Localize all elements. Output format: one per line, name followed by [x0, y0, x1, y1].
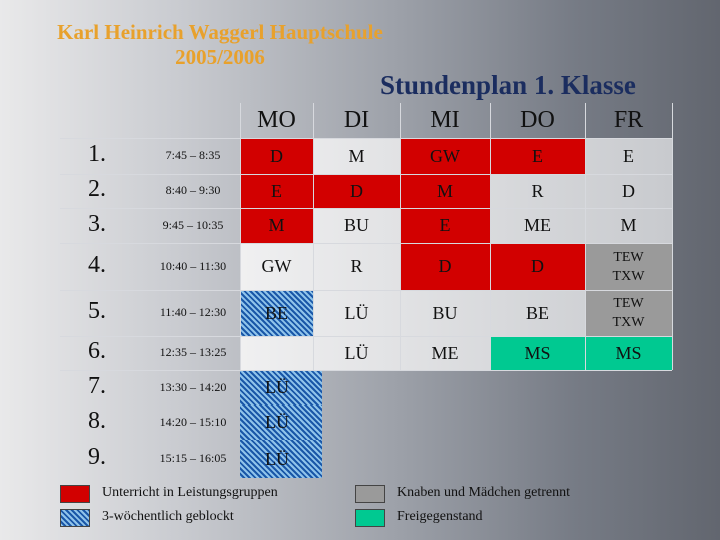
timetable-cell: E: [623, 146, 634, 166]
timetable-cell: D: [622, 181, 635, 201]
grid-divider: [240, 103, 241, 370]
timetable-cell: MS: [585, 336, 672, 370]
lesson-time: 14:20 – 15:10: [159, 414, 227, 429]
legend-optional-text: Freigegenstand: [397, 509, 483, 524]
lesson-time: 9:45 – 10:35: [162, 217, 224, 232]
timetable-cell: R: [350, 256, 363, 276]
timetable-cell: BE: [525, 303, 549, 323]
day-header-mo: MO: [257, 107, 296, 133]
lesson-number: 8.: [88, 407, 106, 434]
timetable-cell: R: [531, 181, 544, 201]
legend-hatch-box: [60, 509, 90, 527]
lesson-number: 3.: [88, 210, 106, 237]
legend-green-box: [355, 509, 385, 527]
timetable-cell: BE: [240, 290, 313, 336]
school-year: 2005/2006: [175, 45, 265, 69]
timetable-cell: E: [240, 174, 313, 208]
timetable-cell: LÜ: [240, 440, 322, 478]
grid-divider: [60, 336, 672, 337]
timetable-cell: M: [240, 208, 313, 243]
timetable-cell: [240, 336, 313, 370]
plan-title: Stundenplan 1. Klasse: [380, 70, 636, 100]
cell-subject: TEW: [613, 296, 644, 311]
day-header-mi: MI: [430, 107, 460, 133]
day-header-di: DI: [343, 107, 370, 133]
timetable-cell: D: [400, 243, 490, 290]
school-name: Karl Heinrich Waggerl Hauptschule: [57, 20, 383, 44]
grid-divider: [672, 103, 673, 370]
lesson-number: 5.: [88, 298, 106, 324]
timetable-cell: BU: [432, 303, 458, 323]
lesson-number: 7.: [88, 372, 106, 399]
grid-divider: [400, 103, 401, 370]
timetable-cell: MS: [490, 336, 585, 370]
timetable-cell: M: [620, 215, 637, 235]
day-header-do: DO: [520, 107, 555, 133]
timetable-cell: GW: [261, 256, 292, 276]
timetable-cell: M: [348, 146, 365, 166]
legend-red-box: [60, 485, 90, 503]
lesson-number: 1.: [88, 141, 106, 167]
timetable-cell: D: [313, 174, 400, 208]
timetable-cell: GW: [400, 138, 490, 174]
lesson-time: 12:35 – 13:25: [159, 345, 227, 359]
timetable-cell: D: [490, 243, 585, 290]
grid-divider: [490, 103, 491, 370]
grid-divider: [60, 138, 672, 139]
cell-subject: TEW: [613, 249, 644, 265]
timetable-cell: LÜ: [344, 303, 369, 323]
grid-divider: [60, 243, 672, 244]
lesson-time: 10:40 – 11:30: [159, 258, 227, 273]
cell-subject: TXW: [612, 315, 645, 330]
lesson-time: 15:15 – 16:05: [159, 451, 227, 465]
timetable-cell: D: [240, 138, 313, 174]
lesson-number: 9.: [88, 444, 106, 470]
grid-divider: [313, 103, 314, 370]
cell-subject: TXW: [612, 268, 645, 284]
grid-divider: [585, 103, 586, 370]
timetable-cell: E: [490, 138, 585, 174]
lesson-number: 2.: [88, 176, 106, 202]
timetable-cell: ME: [431, 343, 459, 363]
legend-group-text: Unterricht in Leistungsgruppen: [102, 485, 278, 500]
school-title: Karl Heinrich Waggerl Hauptschule 2005/2…: [20, 20, 420, 70]
lesson-number: 4.: [88, 251, 106, 278]
grid-divider: [60, 208, 672, 209]
lesson-time: 13:30 – 14:20: [159, 379, 227, 394]
legend-weekly-text: 3-wöchentlich geblockt: [102, 509, 234, 524]
grid-divider: [60, 290, 672, 291]
timetable-cell: TEW TXW: [585, 243, 672, 290]
day-header-fr: FR: [613, 107, 644, 133]
timetable-cell: LÜ: [344, 343, 369, 363]
timetable-cell: E: [400, 208, 490, 243]
timetable-cell: ME: [524, 215, 551, 235]
timetable-cell: LÜ: [240, 405, 322, 440]
timetable-cell: TEW TXW: [585, 290, 672, 336]
timetable-cell: M: [400, 174, 490, 208]
lesson-number: 6.: [88, 338, 106, 364]
lesson-time: 7:45 – 8:35: [165, 148, 221, 162]
lesson-time: 11:40 – 12:30: [159, 305, 227, 319]
timetable-cell: BU: [343, 215, 369, 235]
grid-divider: [60, 174, 672, 175]
legend-gray-box: [355, 485, 385, 503]
legend-separate-text: Knaben und Mädchen getrennt: [397, 485, 570, 500]
grid-divider: [60, 370, 672, 371]
timetable-cell: LÜ: [240, 370, 322, 405]
lesson-time: 8:40 – 9:30: [165, 183, 221, 197]
